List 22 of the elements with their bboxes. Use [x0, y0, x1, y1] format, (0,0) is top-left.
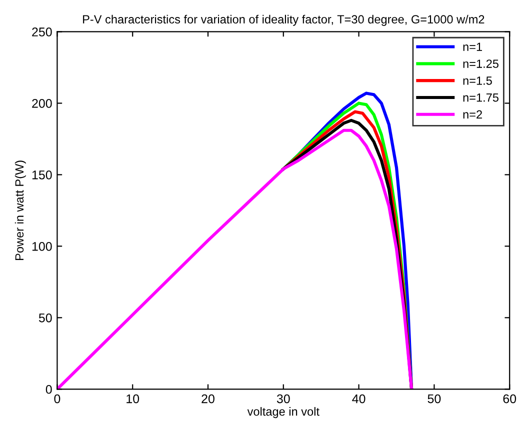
x-tick-label: 20: [202, 394, 214, 404]
y-tick-label: 0: [46, 384, 52, 394]
legend-label: n=1.25: [463, 60, 498, 68]
y-tick-label: 200: [32, 99, 52, 108]
y-tick-label: 250: [32, 28, 52, 36]
legend-label: n=1: [463, 42, 482, 51]
x-tick-label: 0: [54, 394, 60, 404]
y-tick-label: 100: [32, 242, 52, 251]
x-tick-label: 60: [503, 394, 516, 404]
x-tick-label: 40: [352, 394, 366, 404]
y-axis-title: Power in watt P(W): [14, 160, 26, 260]
legend-label: n=1.5: [463, 76, 492, 85]
x-tick-label: 10: [126, 394, 140, 404]
y-tick-label: 150: [32, 170, 52, 180]
x-tick-label: 50: [428, 394, 441, 404]
legend-label: n=2: [463, 110, 482, 119]
line-series: [57, 128, 414, 390]
x-axis-title: voltage in volt: [247, 407, 320, 418]
legend-label: n=1.75: [463, 94, 498, 102]
x-tick-label: 30: [276, 394, 290, 404]
y-tick-label: 50: [38, 313, 52, 322]
chart-title: P-V characteristics for variation of ideality factor, T=30 degree, G=1000 w/m2: [83, 14, 484, 26]
